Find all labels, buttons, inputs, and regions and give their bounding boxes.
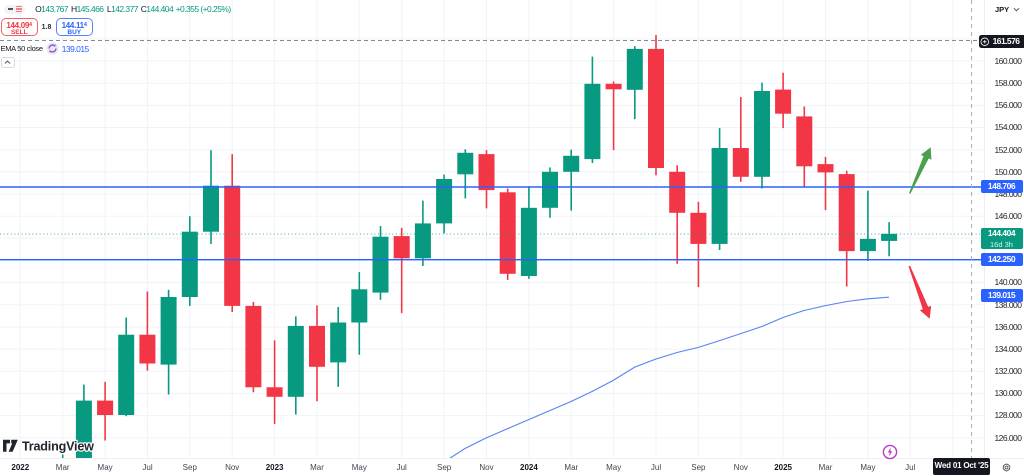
svg-text:TradingView: TradingView — [22, 439, 94, 453]
